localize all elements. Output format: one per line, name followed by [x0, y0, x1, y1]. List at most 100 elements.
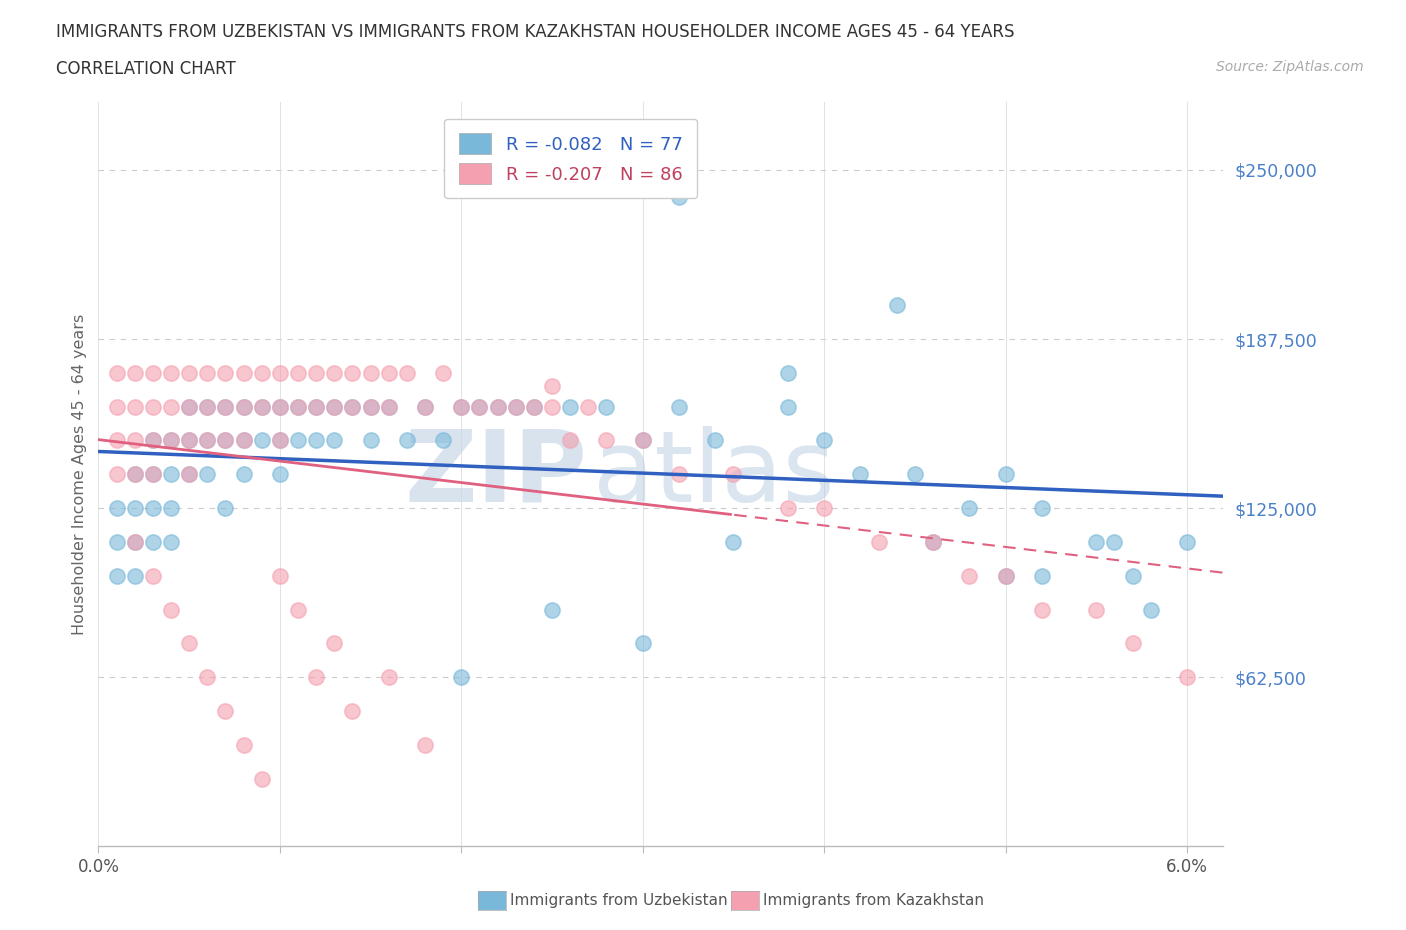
Point	[142, 365, 165, 380]
Point	[1031, 602, 1053, 617]
Point	[323, 399, 346, 414]
Point	[323, 433, 346, 448]
Point	[395, 433, 418, 448]
Point	[486, 399, 509, 414]
Point	[287, 365, 309, 380]
Point	[160, 433, 183, 448]
Point	[541, 602, 564, 617]
Point	[723, 535, 745, 550]
Point	[360, 365, 382, 380]
Point	[360, 399, 382, 414]
Point	[723, 467, 745, 482]
Point	[558, 433, 581, 448]
Point	[232, 399, 254, 414]
Point	[558, 399, 581, 414]
Point	[269, 433, 291, 448]
Point	[160, 365, 183, 380]
Point	[269, 467, 291, 482]
Point	[179, 365, 201, 380]
Point	[179, 467, 201, 482]
Point	[124, 467, 146, 482]
Point	[232, 365, 254, 380]
Point	[776, 365, 799, 380]
Point	[214, 433, 236, 448]
Point	[576, 399, 599, 414]
Point	[232, 467, 254, 482]
Point	[595, 399, 617, 414]
Point	[214, 500, 236, 515]
Point	[360, 399, 382, 414]
Point	[305, 365, 328, 380]
Point	[395, 365, 418, 380]
Point	[160, 467, 183, 482]
Point	[160, 399, 183, 414]
Point	[377, 365, 399, 380]
Point	[142, 433, 165, 448]
Point	[1139, 602, 1161, 617]
Point	[1121, 636, 1143, 651]
Point	[214, 433, 236, 448]
Point	[631, 636, 654, 651]
Point	[124, 568, 146, 583]
Legend: R = -0.082   N = 77, R = -0.207   N = 86: R = -0.082 N = 77, R = -0.207 N = 86	[444, 119, 697, 198]
Point	[269, 399, 291, 414]
Point	[957, 500, 980, 515]
Text: Immigrants from Uzbekistan: Immigrants from Uzbekistan	[510, 893, 728, 908]
Text: ZIP: ZIP	[405, 426, 588, 523]
Point	[232, 433, 254, 448]
Point	[432, 365, 454, 380]
Point	[142, 433, 165, 448]
Point	[250, 771, 273, 786]
Point	[287, 399, 309, 414]
Point	[195, 399, 218, 414]
Point	[432, 433, 454, 448]
Point	[105, 535, 128, 550]
Point	[214, 365, 236, 380]
Point	[195, 467, 218, 482]
Point	[195, 433, 218, 448]
Point	[124, 467, 146, 482]
Point	[105, 500, 128, 515]
Point	[214, 704, 236, 719]
Point	[323, 636, 346, 651]
Point	[468, 399, 491, 414]
Point	[179, 433, 201, 448]
Point	[269, 433, 291, 448]
Point	[124, 500, 146, 515]
Point	[813, 433, 835, 448]
Point	[250, 399, 273, 414]
Point	[305, 433, 328, 448]
Point	[160, 602, 183, 617]
Text: CORRELATION CHART: CORRELATION CHART	[56, 60, 236, 78]
Point	[631, 433, 654, 448]
Point	[668, 467, 690, 482]
Point	[922, 535, 945, 550]
Y-axis label: Householder Income Ages 45 - 64 years: Householder Income Ages 45 - 64 years	[72, 313, 87, 635]
Point	[868, 535, 890, 550]
Point	[142, 535, 165, 550]
Point	[1085, 535, 1108, 550]
Point	[904, 467, 927, 482]
Point	[250, 365, 273, 380]
Text: Source: ZipAtlas.com: Source: ZipAtlas.com	[1216, 60, 1364, 74]
Point	[195, 433, 218, 448]
Point	[250, 433, 273, 448]
Point	[377, 399, 399, 414]
Point	[287, 433, 309, 448]
Point	[450, 670, 472, 684]
Text: atlas: atlas	[593, 426, 835, 523]
Point	[142, 467, 165, 482]
Point	[541, 379, 564, 393]
Point	[124, 535, 146, 550]
Point	[124, 399, 146, 414]
Point	[1085, 602, 1108, 617]
Point	[179, 467, 201, 482]
Text: IMMIGRANTS FROM UZBEKISTAN VS IMMIGRANTS FROM KAZAKHSTAN HOUSEHOLDER INCOME AGES: IMMIGRANTS FROM UZBEKISTAN VS IMMIGRANTS…	[56, 23, 1015, 41]
Point	[1104, 535, 1126, 550]
Point	[704, 433, 727, 448]
Point	[160, 433, 183, 448]
Point	[631, 433, 654, 448]
Point	[413, 399, 436, 414]
Point	[360, 433, 382, 448]
Point	[668, 190, 690, 205]
